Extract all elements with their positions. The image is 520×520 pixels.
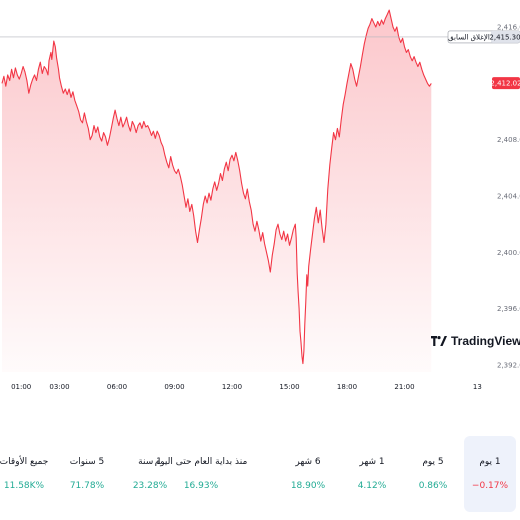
period-tab[interactable]: 1 شهر 4.12% [346, 436, 398, 512]
previous-close-label: الإغلاق السابق [448, 33, 490, 41]
period-label: 5 سنوات [69, 457, 105, 467]
period-label: 5 يوم [422, 457, 444, 467]
period-label: 1 يوم [479, 457, 501, 467]
period-tab[interactable]: 1 سنة 23.28% [124, 436, 176, 512]
x-tick-label: 12:00 [222, 383, 242, 391]
period-change-value: 16.93% [183, 481, 219, 491]
last-price-value: 2,412.02 [490, 80, 520, 88]
y-tick-label: 2,416.00 [497, 24, 520, 32]
period-tab[interactable]: جميع الأوقات 11.58K% [0, 436, 52, 512]
previous-close-tag: الإغلاق السابق 2,415.30 [447, 30, 520, 44]
chart-canvas[interactable]: 2,416.002,412.002,408.002,404.002,400.00… [0, 0, 520, 400]
period-change-value: −0.17% [471, 481, 509, 491]
period-tab[interactable]: 6 شهر 18.90% [282, 436, 334, 512]
x-tick-label: 01:00 [11, 383, 31, 391]
performance-periods: 1 يوم −0.17% 5 يوم 0.86% 1 شهر 4.12% 6 شهر 18.9… [0, 436, 520, 520]
y-tick-label: 2,404.00 [497, 193, 520, 201]
watermark-text: TradingView [451, 334, 520, 348]
price-chart[interactable]: 2,416.002,412.002,408.002,404.002,400.00… [0, 0, 520, 400]
y-axis: 2,416.002,412.002,408.002,404.002,400.00… [497, 24, 520, 370]
period-change-value: 4.12% [357, 481, 387, 491]
tradingview-watermark: TradingView [431, 334, 520, 348]
period-change-value: 71.78% [69, 481, 105, 491]
period-label: جميع الأوقات [0, 457, 49, 467]
period-tab[interactable]: 5 سنوات 71.78% [61, 436, 113, 512]
x-tick-label: 21:00 [394, 383, 414, 391]
tradingview-logo-icon [431, 336, 447, 346]
period-label: 1 سنة [138, 457, 162, 467]
price-line [1, 9, 432, 365]
period-tab[interactable]: 5 يوم 0.86% [407, 436, 459, 512]
period-label: منذ بداية العام حتى اليوم [154, 457, 248, 467]
period-change-value: 18.90% [290, 481, 326, 491]
period-label: 1 شهر [359, 457, 385, 467]
period-label: 6 شهر [295, 457, 321, 467]
last-price-tag: 2,412.02 [490, 77, 520, 90]
period-tab[interactable]: 1 يوم −0.17% [464, 436, 516, 512]
x-tick-label: 15:00 [279, 383, 299, 391]
x-tick-label: 09:00 [164, 383, 184, 391]
x-axis: 01:00 03:00 06:00 09:00 12:00 15:00 18:00 21:00… [11, 383, 482, 391]
period-tab[interactable]: منذ بداية العام حتى اليوم 16.93% [154, 436, 248, 512]
period-change-value: 11.58K% [3, 481, 45, 491]
x-tick-label: 18:00 [337, 383, 357, 391]
previous-close-value: 2,415.30 [489, 33, 520, 41]
y-tick-label: 2,392.00 [497, 361, 520, 369]
y-tick-label: 2,396.00 [497, 305, 520, 313]
x-tick-label: 03:00 [49, 383, 69, 391]
y-tick-label: 2,408.00 [497, 136, 520, 144]
x-tick-label: 13 [473, 383, 482, 391]
y-tick-label: 2,400.00 [497, 249, 520, 257]
price-area [2, 10, 432, 372]
period-change-value: 0.86% [418, 481, 448, 491]
period-change-value: 23.28% [132, 481, 168, 491]
x-tick-label: 06:00 [107, 383, 127, 391]
